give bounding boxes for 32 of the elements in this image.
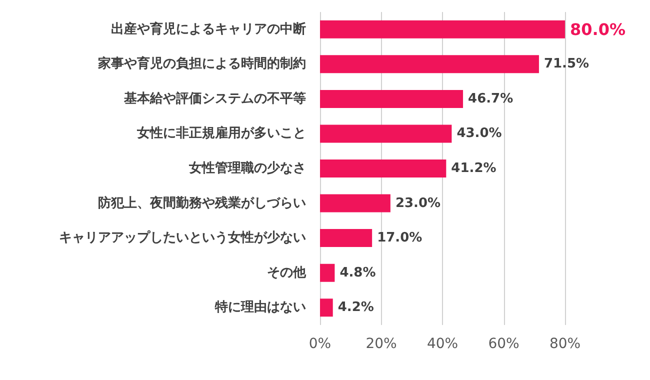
data-label: 4.8% (340, 265, 376, 280)
y-tick-label: 防犯上、夜間勤務や残業がしづらい (98, 194, 306, 211)
y-tick-label: 基本給や評価システムの不平等 (123, 90, 306, 106)
y-tick-label: 特に理由はない (214, 300, 306, 316)
bar (320, 298, 333, 317)
data-label: 80.0% (570, 20, 626, 39)
y-tick-label: その他 (267, 265, 307, 280)
bar (320, 264, 335, 282)
data-label: 71.5% (544, 56, 590, 72)
bar (320, 229, 372, 248)
bar (320, 90, 464, 108)
y-tick-label: 女性管理職の少なさ (188, 160, 306, 176)
data-label: 41.2% (451, 161, 496, 176)
bar (320, 194, 390, 212)
data-label: 23.0% (395, 196, 441, 211)
y-tick-label: キャリアアップしたいという女性が少ない (59, 230, 306, 246)
y-tick-label: 出産や育児によるキャリアの中断 (111, 20, 306, 37)
data-label: 46.7% (468, 91, 514, 106)
x-tick-label: 20% (366, 336, 397, 352)
bar (320, 20, 565, 38)
bar (320, 55, 539, 74)
data-label: 4.2% (338, 300, 374, 316)
x-tick-label: 60% (488, 336, 520, 352)
y-tick-label: 家事や育児の負担による時間的制約 (97, 56, 306, 72)
x-tick-label: 0% (308, 336, 332, 352)
x-tick-label: 40% (426, 336, 458, 352)
data-label: 43.0% (456, 126, 502, 142)
data-label: 17.0% (377, 230, 422, 246)
bar (320, 124, 452, 143)
x-tick-label: 80% (549, 336, 581, 352)
bar (320, 160, 446, 178)
y-tick-label: 女性に非正規雇用が多いこと (136, 125, 306, 142)
